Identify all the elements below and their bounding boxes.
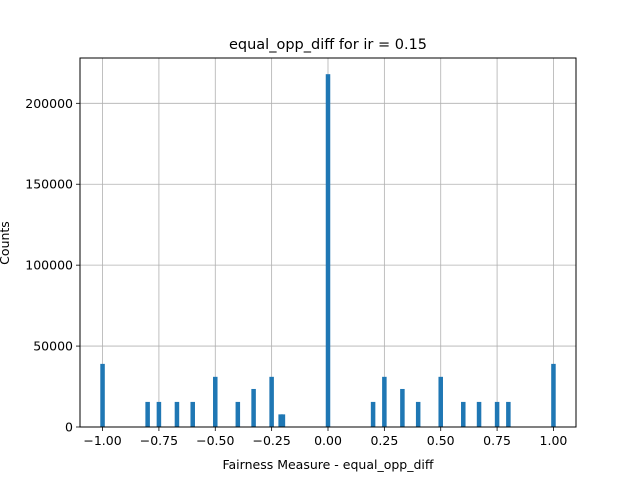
y-axis-ticks: 0 50000 100000 150000 200000 bbox=[25, 96, 80, 435]
histogram-bar bbox=[400, 388, 405, 427]
chart-title: equal_opp_diff for ir = 0.15 bbox=[229, 37, 427, 53]
histogram-bar bbox=[325, 74, 331, 428]
histogram-bar bbox=[506, 401, 511, 427]
x-tick-label: −1.00 bbox=[83, 433, 121, 448]
histogram-bar bbox=[438, 376, 443, 427]
histogram-bar bbox=[251, 388, 256, 427]
histogram-bar bbox=[382, 376, 387, 427]
histogram-bar bbox=[280, 414, 286, 427]
histogram-bar bbox=[476, 401, 482, 427]
x-axis-ticks: −1.00 −0.75 −0.50 −0.25 0.00 0.25 0.50 0.75 1.00 bbox=[83, 427, 567, 448]
histogram-bar bbox=[461, 401, 466, 427]
histogram-bar bbox=[235, 401, 241, 427]
bars bbox=[100, 74, 556, 428]
histogram-bar bbox=[370, 401, 376, 427]
y-tick-label: 150000 bbox=[25, 177, 73, 192]
x-tick-label: −0.75 bbox=[140, 433, 178, 448]
x-tick-label: −0.25 bbox=[252, 433, 290, 448]
x-tick-label: 1.00 bbox=[540, 433, 568, 448]
y-axis-label: Counts bbox=[0, 221, 12, 265]
x-tick-label: 0.00 bbox=[314, 433, 342, 448]
x-tick-label: −0.50 bbox=[196, 433, 234, 448]
histogram-bar bbox=[174, 401, 180, 427]
histogram-bar bbox=[100, 363, 105, 427]
x-tick-label: 0.75 bbox=[483, 433, 511, 448]
histogram-bar bbox=[494, 401, 500, 427]
histogram-bar bbox=[156, 401, 162, 427]
histogram-bar bbox=[269, 376, 274, 427]
histogram-bar bbox=[190, 401, 195, 427]
histogram-bar bbox=[415, 401, 421, 427]
y-tick-label: 0 bbox=[65, 420, 73, 435]
histogram-bar bbox=[145, 401, 150, 427]
histogram-bar bbox=[213, 376, 218, 427]
histogram-bar bbox=[551, 363, 556, 427]
y-tick-label: 50000 bbox=[33, 339, 73, 354]
y-tick-label: 200000 bbox=[25, 96, 73, 111]
y-tick-label: 100000 bbox=[25, 258, 73, 273]
x-tick-label: 0.50 bbox=[427, 433, 455, 448]
x-axis-label: Fairness Measure - equal_opp_diff bbox=[222, 457, 433, 472]
x-tick-label: 0.25 bbox=[370, 433, 398, 448]
